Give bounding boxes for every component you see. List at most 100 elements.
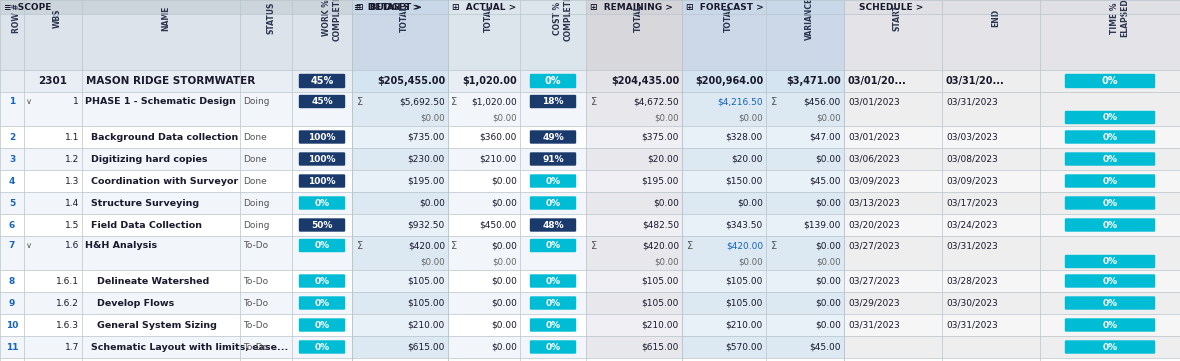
Text: $210.00: $210.00	[408, 321, 445, 330]
Text: $0.00: $0.00	[817, 113, 841, 122]
Bar	[352, 336, 448, 358]
Text: 03/01/20...: 03/01/20...	[848, 76, 906, 86]
Text: $5,692.50: $5,692.50	[399, 97, 445, 106]
Text: 11: 11	[6, 343, 18, 352]
Text: Done: Done	[243, 177, 267, 186]
Text: 45%: 45%	[312, 97, 333, 106]
Text: 0%: 0%	[545, 343, 560, 352]
Text: $200,964.00: $200,964.00	[695, 76, 763, 86]
Text: $420.00: $420.00	[408, 241, 445, 250]
FancyBboxPatch shape	[530, 318, 576, 332]
Text: 9: 9	[8, 299, 15, 308]
Bar	[682, 336, 844, 358]
Text: 03/27/2023: 03/27/2023	[848, 277, 899, 286]
Text: $0.00: $0.00	[491, 241, 517, 250]
Text: 0%: 0%	[545, 241, 560, 250]
Text: H&H Analysis: H&H Analysis	[85, 241, 157, 250]
Text: $105.00: $105.00	[726, 299, 763, 308]
Bar	[844, 270, 1180, 292]
Text: 1.3: 1.3	[65, 177, 79, 186]
Text: WORK %
COMPLETE: WORK % COMPLETE	[322, 0, 341, 41]
Text: $0.00: $0.00	[492, 113, 517, 122]
Bar	[682, 270, 844, 292]
Bar	[0, 292, 352, 314]
Text: 100%: 100%	[308, 132, 336, 142]
Text: TOTAL: TOTAL	[725, 4, 733, 32]
Text: Doing: Doing	[243, 199, 269, 208]
Bar	[844, 126, 1180, 148]
FancyBboxPatch shape	[299, 152, 346, 166]
Bar	[682, 170, 844, 192]
Bar	[682, 214, 844, 236]
Text: $0.00: $0.00	[492, 257, 517, 266]
Text: 2: 2	[9, 132, 15, 142]
Text: $195.00: $195.00	[642, 177, 678, 186]
Text: $360.00: $360.00	[479, 132, 517, 142]
Text: NAME: NAME	[160, 5, 170, 31]
Text: 0%: 0%	[1102, 76, 1119, 86]
Text: ROW #: ROW #	[12, 3, 21, 33]
Text: $615.00: $615.00	[642, 343, 678, 352]
Text: 10: 10	[6, 321, 18, 330]
Text: $0.00: $0.00	[653, 199, 678, 208]
Bar	[844, 14, 1180, 70]
Text: $204,435.00: $204,435.00	[611, 76, 678, 86]
Text: $0.00: $0.00	[420, 257, 445, 266]
Text: 1.7: 1.7	[65, 343, 79, 352]
Bar	[682, 236, 844, 270]
Bar	[0, 14, 352, 70]
Text: $210.00: $210.00	[726, 321, 763, 330]
Text: $932.50: $932.50	[408, 221, 445, 230]
Text: Field Data Collection: Field Data Collection	[91, 221, 202, 230]
Bar	[844, 336, 1180, 358]
Text: TOTAL: TOTAL	[634, 4, 643, 32]
Bar	[448, 292, 586, 314]
Bar	[352, 92, 448, 126]
Bar	[844, 192, 1180, 214]
Text: Σ: Σ	[591, 96, 597, 106]
Text: COST %
COMPLETE: COST % COMPLETE	[553, 0, 572, 41]
FancyBboxPatch shape	[299, 218, 346, 232]
FancyBboxPatch shape	[1064, 255, 1155, 268]
Text: 6: 6	[9, 221, 15, 230]
Text: 0%: 0%	[1102, 321, 1117, 330]
Text: To-Do: To-Do	[243, 277, 268, 286]
Bar	[682, 14, 844, 70]
Text: $0.00: $0.00	[491, 277, 517, 286]
Bar	[352, 214, 448, 236]
Text: 1: 1	[73, 97, 79, 106]
Text: 91%: 91%	[542, 155, 564, 164]
Text: $205,455.00: $205,455.00	[376, 76, 445, 86]
Text: 03/27/2023: 03/27/2023	[848, 241, 899, 250]
FancyBboxPatch shape	[299, 340, 346, 354]
Text: 0%: 0%	[314, 321, 329, 330]
Bar	[586, 214, 682, 236]
FancyBboxPatch shape	[299, 74, 346, 88]
FancyBboxPatch shape	[530, 74, 576, 88]
Bar	[586, 148, 682, 170]
Bar	[844, 314, 1180, 336]
Text: 0%: 0%	[1102, 343, 1117, 352]
Bar	[586, 126, 682, 148]
Text: $0.00: $0.00	[815, 199, 841, 208]
Bar	[682, 314, 844, 336]
Text: 1.2: 1.2	[65, 155, 79, 164]
Text: 1.4: 1.4	[65, 199, 79, 208]
Text: 03/20/2023: 03/20/2023	[848, 221, 899, 230]
Text: Develop Flows: Develop Flows	[97, 299, 175, 308]
Text: $0.00: $0.00	[815, 321, 841, 330]
Text: $570.00: $570.00	[726, 343, 763, 352]
Bar	[586, 70, 682, 92]
Bar	[586, 14, 682, 70]
Bar	[586, 270, 682, 292]
Text: $45.00: $45.00	[809, 343, 841, 352]
Text: TOTAL: TOTAL	[400, 4, 409, 32]
Bar	[352, 292, 448, 314]
Text: 0%: 0%	[1102, 277, 1117, 286]
Text: Structure Surveying: Structure Surveying	[91, 199, 199, 208]
Bar	[448, 336, 586, 358]
Bar	[586, 236, 682, 270]
FancyBboxPatch shape	[299, 174, 346, 188]
Bar	[0, 314, 352, 336]
Text: $343.50: $343.50	[726, 221, 763, 230]
